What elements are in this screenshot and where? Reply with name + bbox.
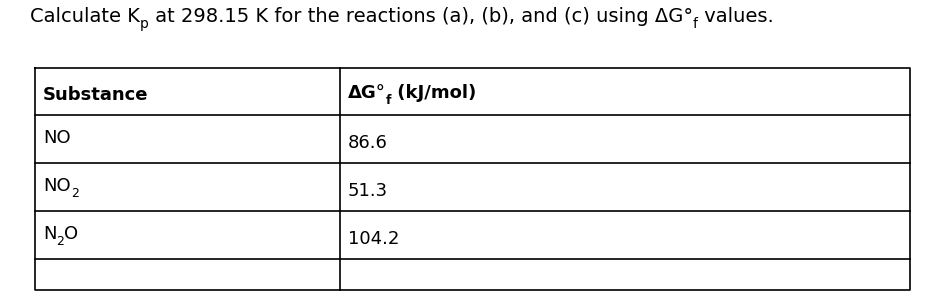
Text: f: f	[386, 94, 391, 107]
Text: NO: NO	[43, 129, 71, 147]
Text: ΔG°: ΔG°	[348, 85, 386, 103]
Text: 86.6: 86.6	[348, 134, 388, 152]
Text: O: O	[64, 225, 78, 243]
Text: values.: values.	[698, 7, 773, 26]
Text: p: p	[140, 17, 149, 31]
Text: f: f	[693, 17, 698, 31]
Text: 2: 2	[71, 187, 78, 200]
Text: Substance: Substance	[43, 86, 148, 104]
Text: at 298.15 K for the reactions (a), (b), and (c) using ΔG°: at 298.15 K for the reactions (a), (b), …	[149, 7, 693, 26]
Text: 2: 2	[57, 235, 64, 248]
Text: NO: NO	[43, 177, 71, 195]
Text: N: N	[43, 225, 57, 243]
Text: 51.3: 51.3	[348, 182, 389, 200]
Text: Calculate K: Calculate K	[30, 7, 140, 26]
Text: (kJ/mol): (kJ/mol)	[391, 85, 476, 103]
Text: 104.2: 104.2	[348, 230, 400, 248]
